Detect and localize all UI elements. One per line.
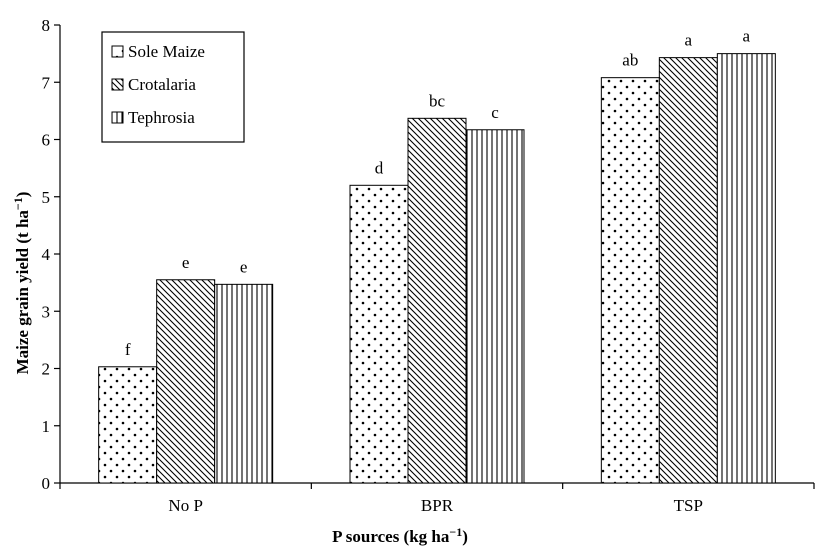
bar xyxy=(98,366,158,484)
y-axis-title-sup: −1 xyxy=(11,197,25,210)
y-tick-label: 1 xyxy=(42,417,51,436)
significance-label: a xyxy=(685,31,693,50)
x-tick-label: TSP xyxy=(674,496,703,515)
y-tick-label: 6 xyxy=(42,131,51,150)
bar xyxy=(716,53,776,484)
y-tick-label: 4 xyxy=(42,245,51,264)
legend-swatch xyxy=(111,78,124,91)
significance-label: f xyxy=(125,340,131,359)
bar xyxy=(465,129,525,484)
y-tick-label: 3 xyxy=(42,302,51,321)
significance-label: bc xyxy=(429,91,446,110)
significance-labels: f e e d bc c ab a a xyxy=(125,27,751,359)
legend-box xyxy=(101,31,245,143)
legend: Sole Maize Crotalaria Tephrosia xyxy=(101,31,245,143)
bar xyxy=(407,117,467,484)
legend-label: Crotalaria xyxy=(128,75,196,94)
bar xyxy=(349,184,409,484)
legend-label: Tephrosia xyxy=(128,108,195,127)
bar xyxy=(156,279,216,484)
legend-swatch xyxy=(111,111,124,124)
significance-label: ab xyxy=(622,51,638,70)
x-axis-title-suffix: ) xyxy=(462,527,468,546)
significance-label: d xyxy=(375,158,384,177)
significance-label: c xyxy=(491,103,499,122)
x-tick-label: No P xyxy=(168,496,202,515)
bar xyxy=(658,57,718,484)
y-tick-label: 0 xyxy=(42,474,51,493)
y-tick-label: 2 xyxy=(42,360,51,379)
y-axis-title-suffix: ) xyxy=(13,192,32,198)
significance-label: a xyxy=(743,27,751,46)
bar xyxy=(214,283,274,484)
y-axis-title: Maize grain yield (t ha−1) xyxy=(11,192,32,375)
x-axis-title: P sources (kg ha−1) xyxy=(332,525,468,546)
x-tick-label: BPR xyxy=(421,496,454,515)
significance-label: e xyxy=(182,253,190,272)
y-tick-label: 7 xyxy=(42,73,51,92)
legend-swatch xyxy=(111,45,124,58)
legend-label: Sole Maize xyxy=(128,42,205,61)
bar xyxy=(600,77,660,484)
significance-label: e xyxy=(240,257,248,276)
bars xyxy=(98,53,776,484)
x-axis-title-sup: −1 xyxy=(449,525,462,539)
y-tick-label: 5 xyxy=(42,188,51,207)
y-tick-label: 8 xyxy=(42,16,51,35)
